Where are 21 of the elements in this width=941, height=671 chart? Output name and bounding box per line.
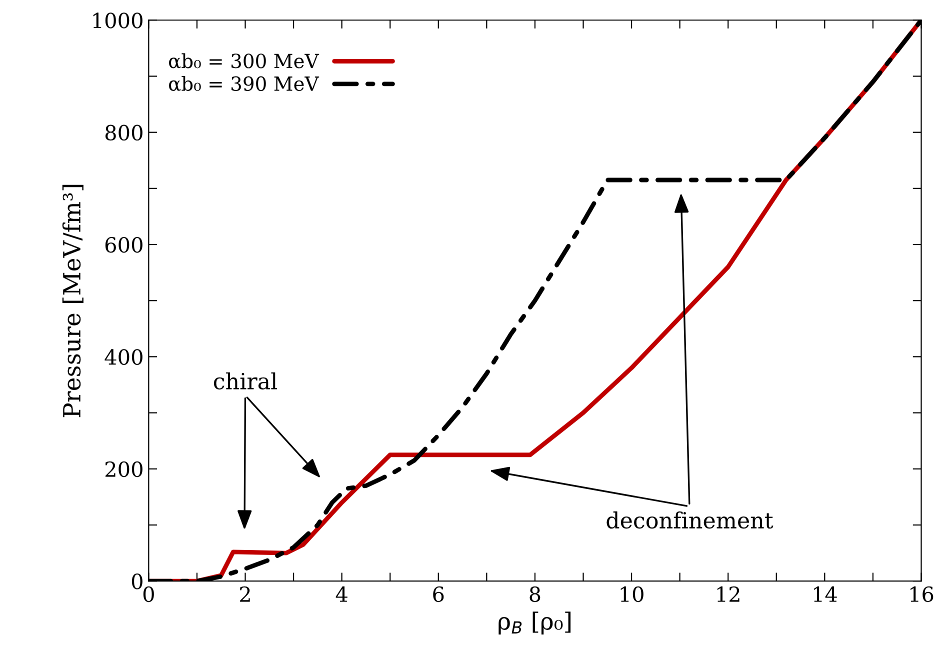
y-tick-label: 200 (105, 461, 142, 478)
x-tick-label: 6 (433, 586, 444, 602)
legend-label: αb₀ = 300 MeV (168, 53, 320, 68)
y-tick-label: 1000 (93, 12, 142, 28)
y-tick-label: 800 (105, 124, 142, 141)
x-tick-label: 16 (910, 586, 934, 602)
y-tick-label: 400 (104, 349, 142, 365)
y-tick-label: 600 (105, 236, 142, 253)
x-tick-label: 4 (336, 586, 348, 602)
x-tick-label: 12 (717, 586, 740, 602)
y-tick-label: 0 (132, 574, 142, 590)
annotation: chiral (214, 372, 278, 390)
x-tick-label: 10 (620, 586, 644, 602)
annotation: deconfinement (606, 511, 774, 529)
x-tick-label: 0 (143, 586, 154, 602)
legend-label: αb₀ = 390 MeV (168, 76, 320, 92)
y-axis-title: Pressure [MeV/fm³] (62, 184, 84, 418)
x-tick-label: 8 (530, 586, 540, 602)
x-tick-label: 14 (814, 586, 837, 602)
x-tick-label: 2 (240, 586, 250, 602)
x-axis-title: ρ$_{B}$ [ρ₀] (498, 612, 571, 635)
